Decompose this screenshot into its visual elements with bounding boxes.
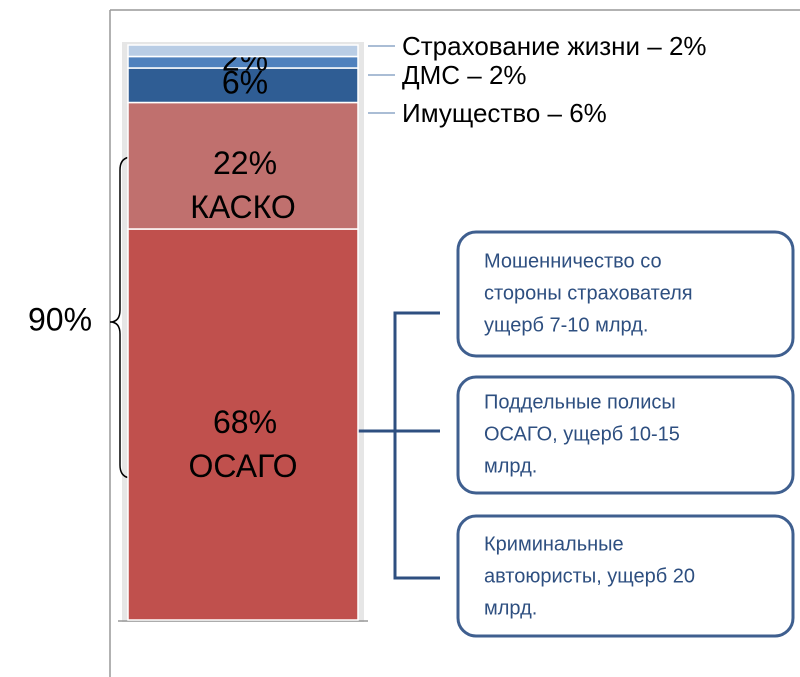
value-label: 6% xyxy=(222,65,268,101)
box-text: стороны страхователя xyxy=(484,282,693,304)
box-text: ОСАГО, ущерб 10-15 xyxy=(484,423,680,445)
box-text: млрд. xyxy=(484,455,537,477)
value-label: 68% xyxy=(213,404,277,440)
box xyxy=(456,514,795,638)
segment-name: ОСАГО xyxy=(188,448,297,484)
box-text: Поддельные полисы xyxy=(484,391,676,413)
legend-label: Имущество – 6% xyxy=(402,98,607,128)
bracket xyxy=(109,156,133,479)
box xyxy=(456,375,795,495)
box-text: Мошенничество со xyxy=(484,250,662,272)
box-text: Криминальные xyxy=(484,533,624,555)
box-text: ущерб 7-10 млрд. xyxy=(484,314,648,336)
legend-label: Страхование жизни – 2% xyxy=(402,31,707,61)
bar-segment xyxy=(127,44,359,58)
segment-name: КАСКО xyxy=(190,189,296,225)
box-text: автоюристы, ущерб 20 xyxy=(484,565,695,587)
bar-segment xyxy=(127,101,359,230)
bar-segment xyxy=(127,67,359,104)
box-text: млрд. xyxy=(484,597,537,619)
bracket-label: 90% xyxy=(28,301,92,337)
value-label: 22% xyxy=(213,145,277,181)
box xyxy=(456,230,795,358)
legend-label: ДМС – 2% xyxy=(402,60,527,90)
